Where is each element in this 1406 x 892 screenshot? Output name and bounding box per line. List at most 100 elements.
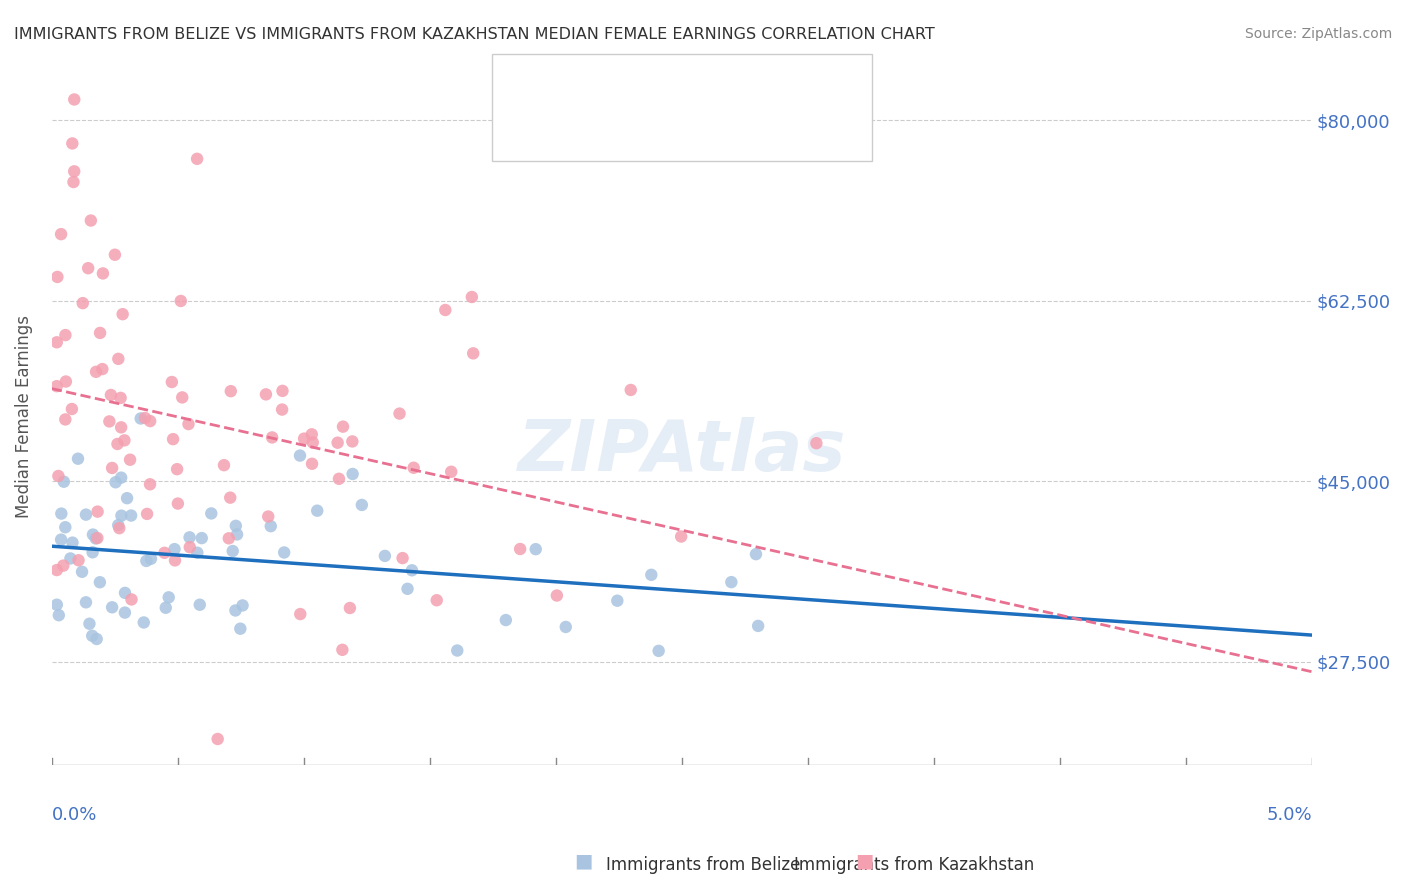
- Point: [53, 412, 76, 426]
- Point: [554, 620, 576, 634]
- Text: Immigrants from Belize: Immigrants from Belize: [606, 856, 800, 874]
- Point: [391, 551, 413, 566]
- Point: [52, 558, 75, 573]
- Point: [260, 519, 283, 533]
- Point: [509, 541, 531, 556]
- Point: [114, 606, 136, 620]
- Point: [463, 346, 485, 360]
- Point: [136, 507, 159, 521]
- Point: [219, 491, 242, 505]
- Point: [66, 451, 89, 466]
- Point: [461, 290, 484, 304]
- Point: [115, 491, 138, 506]
- Point: [163, 553, 186, 567]
- Point: [747, 619, 769, 633]
- Point: [139, 477, 162, 491]
- Point: [257, 509, 280, 524]
- Point: [91, 267, 114, 281]
- Point: [45, 335, 67, 350]
- Point: [121, 592, 143, 607]
- Point: [207, 731, 229, 746]
- Point: [212, 458, 235, 472]
- Point: [434, 303, 457, 318]
- Point: [48, 469, 70, 483]
- Point: [640, 567, 662, 582]
- Point: [111, 307, 134, 321]
- Point: [179, 530, 201, 544]
- Point: [52, 475, 75, 489]
- Point: [110, 470, 132, 484]
- Point: [388, 407, 411, 421]
- Point: [292, 432, 315, 446]
- Text: IMMIGRANTS FROM BELIZE VS IMMIGRANTS FROM KAZAKHSTAN MEDIAN FEMALE EARNINGS CORR: IMMIGRANTS FROM BELIZE VS IMMIGRANTS FRO…: [14, 27, 935, 42]
- Point: [49, 227, 72, 242]
- Point: [134, 411, 156, 425]
- Point: [606, 593, 628, 607]
- Point: [332, 642, 354, 657]
- Point: [301, 427, 323, 442]
- Point: [186, 152, 208, 166]
- Point: [89, 575, 111, 590]
- Point: [62, 175, 84, 189]
- Point: [288, 449, 311, 463]
- Point: [45, 379, 67, 393]
- Point: [350, 498, 373, 512]
- Point: [63, 93, 86, 107]
- Point: [166, 462, 188, 476]
- Point: [155, 600, 177, 615]
- Point: [177, 417, 200, 431]
- Text: ■: ■: [574, 852, 593, 871]
- Point: [401, 563, 423, 577]
- Point: [84, 365, 107, 379]
- Point: [104, 475, 127, 490]
- Point: [86, 531, 108, 545]
- Point: [326, 435, 349, 450]
- Point: [62, 535, 84, 549]
- Point: [53, 520, 76, 534]
- Point: [112, 434, 135, 448]
- Point: [45, 563, 67, 577]
- Point: [104, 248, 127, 262]
- Point: [172, 391, 194, 405]
- Point: [45, 598, 67, 612]
- Point: [80, 213, 103, 227]
- Point: [222, 544, 245, 558]
- Point: [374, 549, 396, 563]
- Point: [120, 452, 142, 467]
- Point: [101, 461, 124, 475]
- Point: [48, 608, 70, 623]
- Point: [82, 527, 104, 541]
- Point: [440, 465, 463, 479]
- Y-axis label: Median Female Earnings: Median Female Earnings: [15, 315, 32, 518]
- Point: [163, 542, 186, 557]
- Point: [84, 532, 107, 546]
- Point: [132, 615, 155, 630]
- Point: [167, 497, 190, 511]
- Point: [188, 598, 211, 612]
- Point: [546, 589, 568, 603]
- Point: [110, 508, 132, 523]
- Point: [745, 547, 768, 561]
- Point: [82, 629, 104, 643]
- Point: [186, 546, 208, 560]
- Point: [157, 591, 180, 605]
- Text: Immigrants from Kazakhstan: Immigrants from Kazakhstan: [794, 856, 1033, 874]
- Point: [273, 545, 295, 559]
- Point: [426, 593, 449, 607]
- Point: [219, 384, 242, 399]
- Point: [135, 554, 157, 568]
- Text: ZIPAtlas: ZIPAtlas: [517, 417, 846, 486]
- Point: [162, 432, 184, 446]
- Point: [107, 518, 129, 533]
- Point: [170, 293, 193, 308]
- Point: [100, 388, 122, 402]
- Point: [224, 603, 246, 617]
- Point: [139, 551, 162, 566]
- Point: [495, 613, 517, 627]
- Point: [669, 529, 692, 543]
- Point: [107, 437, 129, 451]
- Point: [101, 600, 124, 615]
- Point: [342, 434, 364, 449]
- Point: [51, 507, 73, 521]
- Point: [160, 375, 183, 389]
